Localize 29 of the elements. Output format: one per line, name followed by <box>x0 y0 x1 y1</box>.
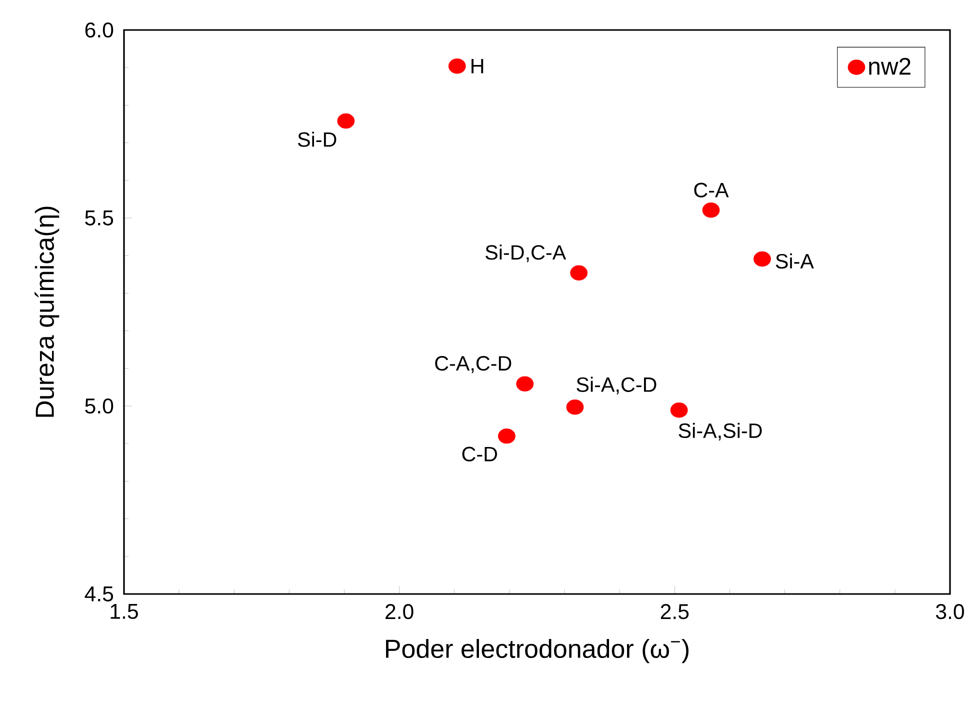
annotation: C-A <box>694 182 729 198</box>
point <box>670 402 688 418</box>
annotation: C-D <box>462 446 498 462</box>
annotation: Si-A,C-D <box>576 376 656 394</box>
y-tick-label: 5.0 <box>85 398 114 414</box>
point <box>570 265 588 280</box>
point <box>516 376 534 392</box>
point <box>448 58 466 74</box>
y-tick-label: 5.5 <box>85 210 114 226</box>
annotation: Si-A <box>776 253 814 269</box>
annotation: C-A,C-D <box>435 356 512 374</box>
point <box>566 400 584 415</box>
annotation: H <box>472 58 484 74</box>
annotation: Si-D <box>298 132 336 147</box>
point <box>498 428 516 444</box>
x-axis-title: Poder electrodonador (ω$^{−}$) <box>386 638 688 664</box>
point <box>754 251 771 267</box>
x-tick-label: 3.0 <box>936 604 964 620</box>
y-tick-label: 6.0 <box>85 22 114 38</box>
x-tick-label: 2.5 <box>660 604 689 620</box>
annotation: Si-D,C-A <box>486 244 566 262</box>
x-tick-label: 1.5 <box>110 604 138 619</box>
y-axis-title: Dureza química(η) <box>34 206 60 417</box>
annotation: Si-A,Si-D <box>678 422 762 440</box>
legend-label: nw2 <box>869 58 910 75</box>
y-tick-label: 4.5 <box>84 586 114 602</box>
point <box>337 113 355 129</box>
x-tick-label: 2.0 <box>386 604 414 620</box>
point <box>702 202 720 218</box>
